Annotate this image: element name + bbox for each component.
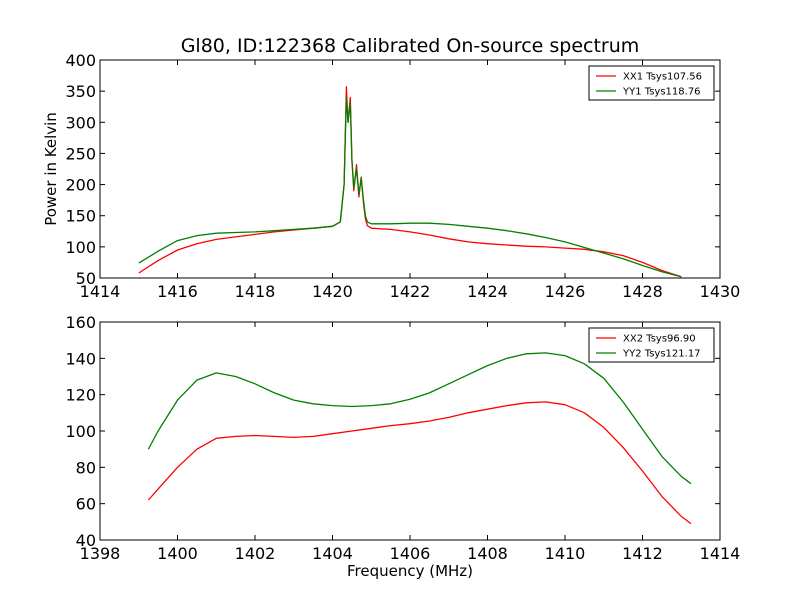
x-tick-label: 1430: [700, 282, 741, 301]
x-tick-label: 1426: [545, 282, 586, 301]
y-tick-label: 120: [65, 386, 96, 405]
legend-label: YY1 Tsys118.76: [622, 87, 701, 98]
x-tick-label: 1420: [312, 282, 353, 301]
x-tick-label: 1408: [467, 544, 508, 563]
x-tick-label: 1402: [235, 544, 276, 563]
x-tick-label: 1404: [312, 544, 353, 563]
x-tick-label: 1412: [622, 544, 663, 563]
legend-label: XX1 Tsys107.56: [623, 72, 702, 83]
legend-label: XX2 Tsys96.90: [623, 334, 696, 345]
x-tick-label: 1410: [545, 544, 586, 563]
panel-2: 1398 1400 1402 1404 1406 1408 1410 1412 1414 40 60…: [65, 313, 740, 580]
y-tick-label: 50: [76, 269, 96, 288]
y-tick-label: 140: [65, 349, 96, 368]
y-tick-label: 400: [65, 51, 96, 70]
x-tick-label: 1418: [235, 282, 276, 301]
series-group: [147, 352, 692, 525]
y-tick-label: 350: [65, 82, 96, 101]
series-group: [138, 86, 682, 278]
series-line-2: [138, 96, 682, 278]
x-tick-label: 1416: [157, 282, 198, 301]
y-tick-label: 100: [65, 238, 96, 257]
y-tick-label: 40: [76, 531, 96, 550]
panel-1: 1414 1416 1418 1420 1422 1424 1426 1428 1430 50 10…: [42, 35, 740, 301]
x-tick-label: 1398: [80, 544, 121, 563]
legend: XX2 Tsys96.90 YY2 Tsys121.17: [588, 327, 715, 363]
y-tick-label: 80: [76, 458, 96, 477]
y-tick-label: 60: [76, 495, 96, 514]
y-tick-label: 160: [65, 313, 96, 332]
y-tick-label: 150: [65, 207, 96, 226]
y-tick-label: 300: [65, 113, 96, 132]
y-tick-label: 100: [65, 422, 96, 441]
series-line-1: [147, 401, 692, 525]
legend-box: [588, 327, 715, 363]
x-tick-label: 1422: [390, 282, 431, 301]
legend-label: YY2 Tsys121.17: [622, 349, 701, 360]
series-line-2: [147, 352, 692, 485]
x-tick-label: 1414: [80, 282, 121, 301]
x-axis-label: Frequency (MHz): [347, 562, 473, 580]
legend: XX1 Tsys107.56 YY1 Tsys118.76: [588, 65, 715, 101]
y-tick-label: 250: [65, 144, 96, 163]
y-axis-label: Power in Kelvin: [42, 112, 60, 226]
chart-title: Gl80, ID:122368 Calibrated On-source spe…: [181, 35, 640, 57]
y-tick-label: 200: [65, 176, 96, 195]
x-tick-label: 1406: [390, 544, 431, 563]
x-tick-label: 1424: [467, 282, 508, 301]
x-tick-label: 1428: [622, 282, 663, 301]
series-line-1: [138, 86, 682, 278]
legend-box: [588, 65, 715, 101]
x-tick-label: 1400: [157, 544, 198, 563]
x-tick-label: 1414: [700, 544, 741, 563]
